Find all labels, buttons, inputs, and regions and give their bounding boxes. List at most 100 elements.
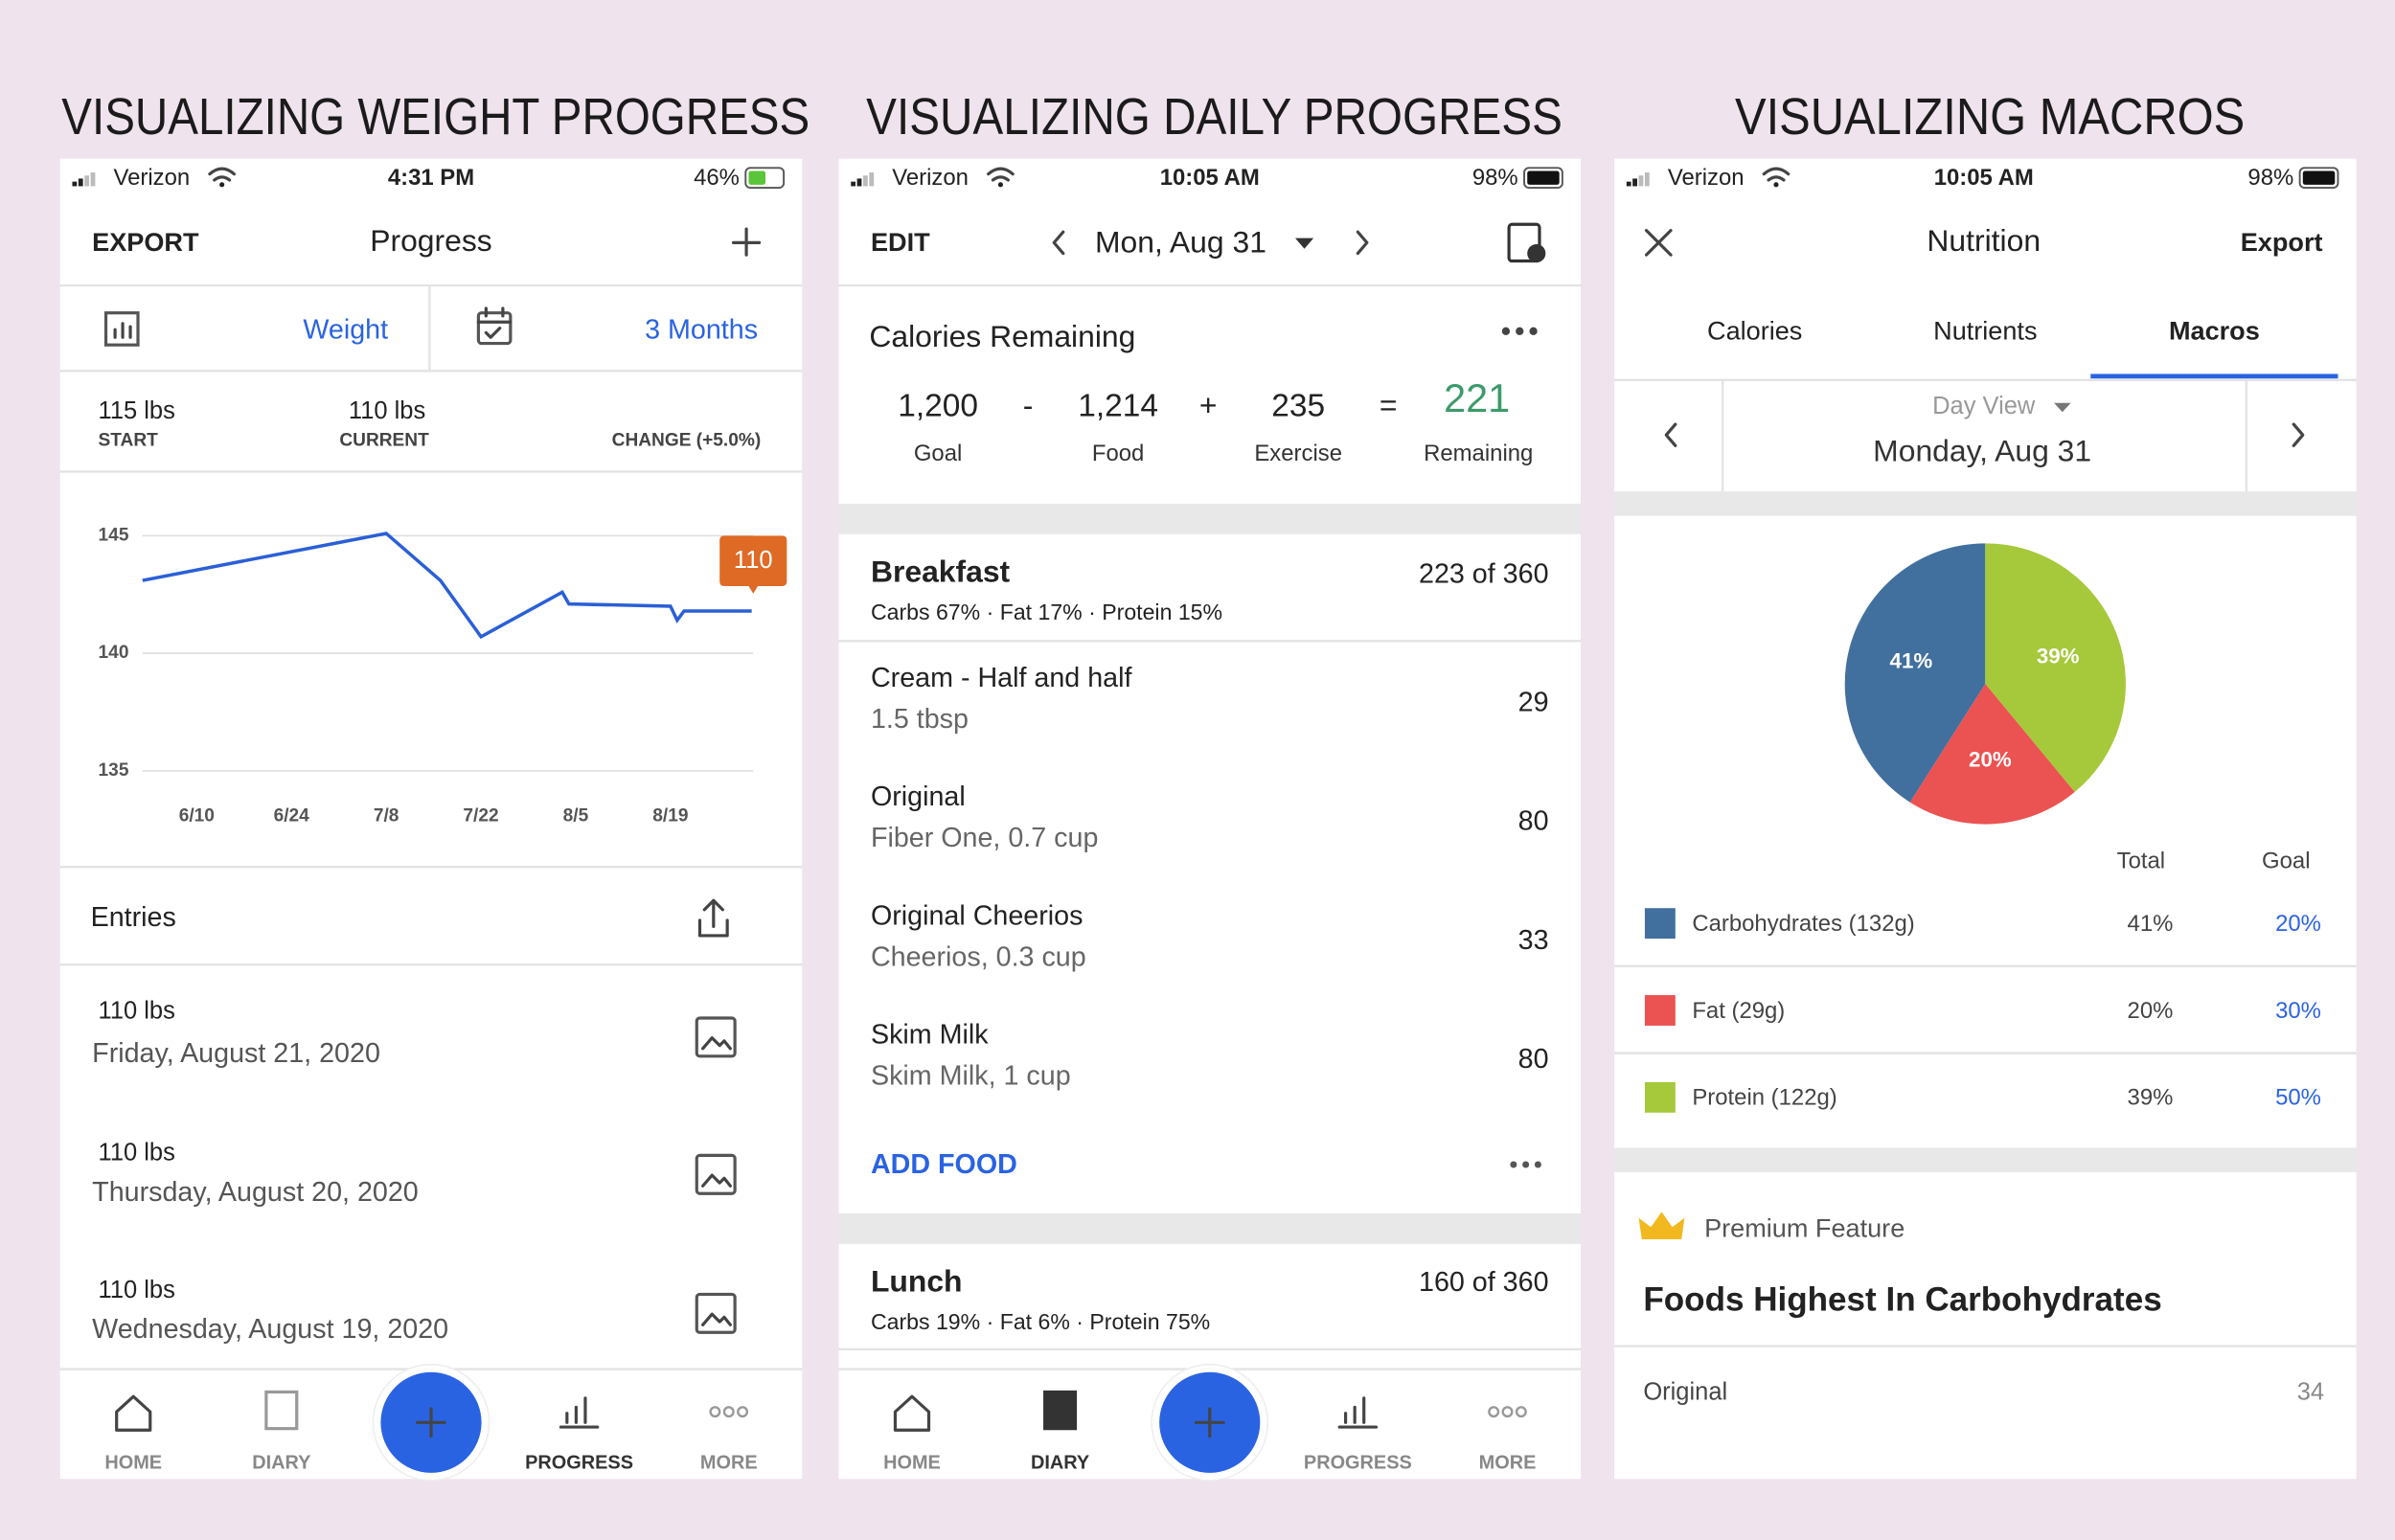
- calendar-icon: [476, 311, 513, 346]
- legend-swatch: [1644, 995, 1676, 1026]
- slice-label: 20%: [1969, 747, 2012, 771]
- close-icon: [1644, 229, 1673, 257]
- plus-icon: [1194, 1407, 1225, 1438]
- food-calories: 33: [1518, 925, 1549, 956]
- signal-bar: [851, 181, 856, 187]
- operator: +: [1199, 388, 1218, 422]
- macro-name: Carbohydrates (132g): [1692, 911, 1914, 937]
- calories-title: Calories Remaining: [869, 319, 1135, 353]
- nav-label[interactable]: DIARY: [252, 1453, 310, 1474]
- signal-bar: [78, 178, 83, 187]
- stat-label: CURRENT: [339, 431, 429, 451]
- section-gap: [1614, 491, 2357, 516]
- more-dot: [1534, 1161, 1541, 1168]
- food-name[interactable]: Skim Milk: [871, 1020, 989, 1051]
- more-dot: [722, 1406, 735, 1418]
- nav-label[interactable]: DIARY: [1031, 1453, 1089, 1474]
- status-time: 10:05 AM: [1160, 165, 1260, 191]
- tab[interactable]: Macros: [2169, 316, 2260, 346]
- calorie-value: 221: [1444, 375, 1510, 420]
- complete-icon: [1507, 222, 1541, 263]
- edit-button[interactable]: EDIT: [871, 227, 930, 257]
- calorie-label: Remaining: [1424, 441, 1533, 466]
- progress-icon: [559, 1396, 600, 1429]
- calorie-label: Exercise: [1254, 441, 1342, 466]
- chart-icon-bars: [113, 322, 132, 339]
- macro-total: 39%: [2128, 1085, 2174, 1111]
- entry-date: Wednesday, August 19, 2020: [92, 1314, 448, 1345]
- section-gap: [1614, 1147, 2357, 1172]
- metric-tab[interactable]: Weight: [303, 314, 388, 345]
- premium-label: Premium Feature: [1704, 1213, 1905, 1243]
- x-tick-label: 8/19: [652, 806, 688, 827]
- export-button[interactable]: Export: [2241, 227, 2323, 257]
- date-title: Mon, Aug 31: [1095, 224, 1266, 259]
- photo-icon: [695, 1292, 737, 1334]
- section-gap: [838, 1212, 1582, 1244]
- pie-slice: [1844, 543, 1986, 803]
- export-button[interactable]: EXPORT: [92, 227, 199, 257]
- food-name[interactable]: Original: [871, 781, 966, 812]
- tab[interactable]: Nutrients: [1933, 316, 2037, 346]
- signal-bar: [72, 181, 78, 187]
- macro-goal[interactable]: 30%: [2275, 998, 2321, 1024]
- nav-label[interactable]: HOME: [883, 1453, 941, 1474]
- x-tick-label: 6/24: [274, 806, 310, 827]
- meal-name: Breakfast: [871, 555, 1011, 589]
- food-name[interactable]: Original Cheerios: [871, 900, 1083, 931]
- add-food-button[interactable]: ADD FOOD: [871, 1149, 1017, 1180]
- range-tab[interactable]: 3 Months: [645, 314, 758, 345]
- pie-slice: [1985, 543, 2126, 792]
- signal-bar: [856, 178, 862, 187]
- photo-icon-detail: [701, 1173, 732, 1188]
- pie-slice: [1909, 683, 2075, 825]
- more-dot: [1529, 327, 1538, 335]
- nav-label[interactable]: PROGRESS: [1304, 1453, 1412, 1474]
- nav-label[interactable]: HOME: [104, 1453, 162, 1474]
- signal-bar: [862, 175, 868, 187]
- operator: =: [1380, 388, 1398, 422]
- more-dot: [709, 1406, 721, 1418]
- wifi-icon: [987, 167, 1015, 182]
- next-day-icon: [1356, 230, 1369, 256]
- next-day-icon: [2292, 422, 2305, 447]
- callout-box: [719, 535, 787, 594]
- calorie-label: Goal: [914, 441, 962, 466]
- food-detail: Cheerios, 0.3 cup: [871, 941, 1086, 972]
- view-selector[interactable]: Day View: [1932, 393, 2036, 419]
- y-tick-label: 140: [99, 643, 129, 663]
- photo-icon-detail: [701, 1312, 732, 1326]
- column-header: Total: [2117, 849, 2165, 874]
- entry-weight: 110 lbs: [99, 997, 175, 1024]
- signal-bar: [1626, 181, 1631, 187]
- home-icon: [115, 1394, 152, 1432]
- food-name: Original: [1643, 1379, 1727, 1406]
- list-title: Foods Highest In Carbohydrates: [1643, 1281, 2161, 1319]
- daily-panel: [838, 158, 1582, 1480]
- entry-date: Thursday, August 20, 2020: [92, 1177, 419, 1208]
- nav-label[interactable]: MORE: [1479, 1453, 1537, 1474]
- macro-goal[interactable]: 50%: [2275, 1085, 2321, 1111]
- macro-goal[interactable]: 20%: [2275, 911, 2321, 937]
- carrier: Verizon: [114, 165, 191, 191]
- signal-bar: [869, 172, 875, 187]
- nav-label[interactable]: MORE: [700, 1453, 758, 1474]
- nav-label[interactable]: PROGRESS: [525, 1453, 633, 1474]
- more-dot: [1501, 1406, 1514, 1418]
- wifi-dot: [997, 182, 1003, 188]
- wifi-dot: [1773, 182, 1779, 188]
- x-tick-label: 6/10: [179, 806, 215, 827]
- food-detail: Fiber One, 0.7 cup: [871, 823, 1098, 853]
- weight-panel: [59, 158, 803, 1480]
- callout-label: 110: [734, 547, 773, 574]
- more-dot: [1516, 327, 1524, 335]
- more-dot: [1488, 1406, 1500, 1418]
- date-caret: [1294, 238, 1314, 249]
- tab[interactable]: Calories: [1707, 316, 1802, 346]
- section-title: Entries: [91, 902, 176, 933]
- x-tick-label: 7/22: [463, 806, 498, 827]
- food-name[interactable]: Cream - Half and half: [871, 663, 1133, 693]
- stat-value: 110 lbs: [349, 397, 425, 424]
